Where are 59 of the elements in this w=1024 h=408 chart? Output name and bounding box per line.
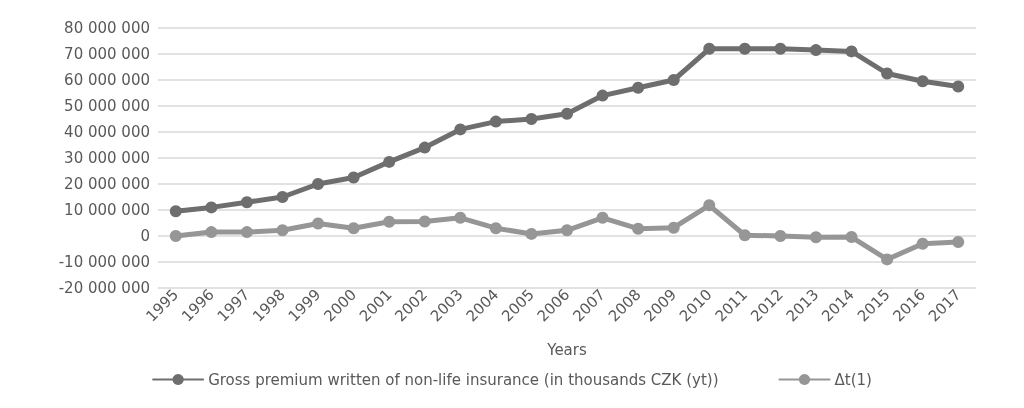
point: [169, 230, 182, 242]
point: [667, 74, 680, 86]
point: [774, 42, 787, 55]
point: [632, 81, 645, 94]
y-tick-label: 50 000 000: [64, 97, 150, 115]
point: [489, 115, 502, 128]
point: [312, 178, 325, 190]
point: [916, 75, 929, 88]
point: [809, 44, 822, 57]
point: [738, 229, 751, 242]
point: [276, 224, 289, 237]
y-tick-label: 80 000 000: [64, 19, 150, 37]
y-tick-label: -10 000 000: [58, 253, 150, 271]
point: [169, 205, 182, 218]
point: [347, 171, 360, 184]
point: [632, 222, 645, 235]
point: [881, 67, 894, 80]
point: [809, 231, 822, 244]
point: [240, 196, 253, 209]
point: [489, 222, 502, 235]
point: [418, 141, 431, 154]
x-axis-title: Years: [546, 340, 587, 359]
point: [596, 211, 609, 224]
point: [596, 89, 609, 102]
legend-label: Δt(1): [834, 370, 872, 389]
point: [454, 211, 467, 224]
point: [276, 191, 289, 203]
point: [845, 231, 858, 244]
point: [240, 226, 253, 239]
point: [952, 235, 965, 248]
point: [312, 217, 325, 230]
point: [881, 253, 894, 266]
point: [561, 224, 573, 237]
point: [703, 42, 716, 55]
y-tick-label: 20 000 000: [64, 175, 150, 193]
point: [703, 199, 716, 212]
point: [952, 80, 965, 93]
point: [383, 155, 396, 168]
point: [347, 222, 360, 235]
point: [774, 230, 787, 242]
point: [525, 227, 538, 240]
point: [205, 226, 218, 239]
point: [667, 221, 680, 234]
y-tick-label: 40 000 000: [64, 123, 150, 141]
y-tick-label: 0: [140, 227, 150, 245]
point: [418, 215, 431, 228]
legend-label: Gross premium written of non-life insurance (in thousands CZK (yt)): [208, 370, 719, 389]
point: [561, 107, 573, 120]
point: [738, 42, 751, 55]
point: [454, 123, 467, 136]
point: [845, 45, 858, 58]
point: [205, 201, 218, 214]
y-tick-label: 70 000 000: [64, 45, 150, 63]
y-tick-label: 10 000 000: [64, 201, 150, 219]
point: [916, 237, 929, 250]
y-tick-label: 30 000 000: [64, 149, 150, 167]
point: [525, 113, 538, 125]
point: [383, 215, 396, 228]
y-tick-label: 60 000 000: [64, 71, 150, 89]
